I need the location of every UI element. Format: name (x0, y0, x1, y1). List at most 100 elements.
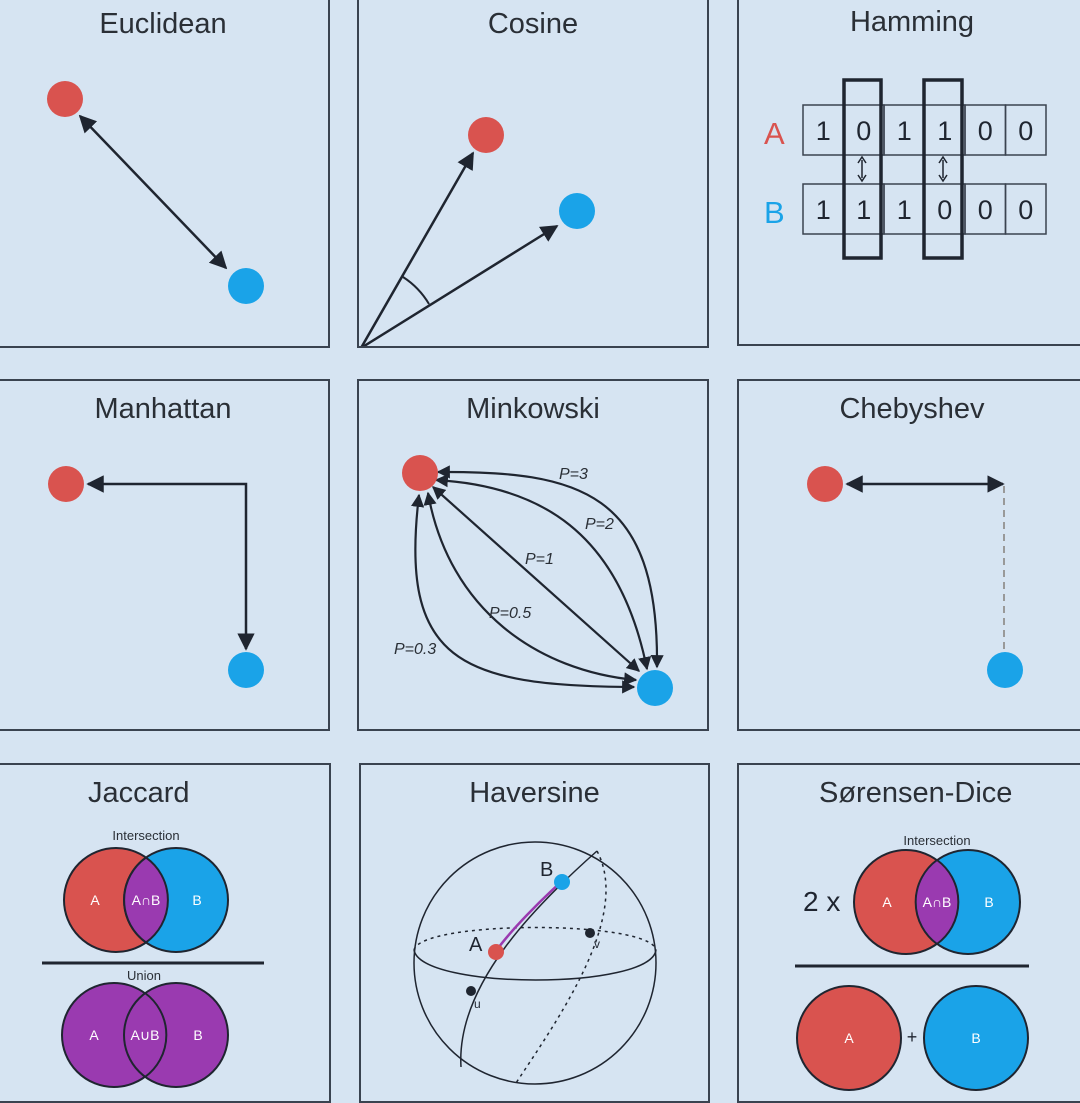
point-a-red (488, 944, 504, 960)
vector-b-arrow (361, 224, 559, 346)
bit-b-bit: 0 (1018, 195, 1033, 225)
point-a-red (47, 81, 83, 117)
bit-b-bit: 0 (937, 195, 952, 225)
label-p03: P=0.3 (394, 641, 436, 658)
point-b-blue (637, 670, 673, 706)
panel-title-minkowski: Minkowski (466, 393, 600, 425)
intersection-label: Intersection (903, 833, 970, 848)
label-p3: P=3 (559, 466, 588, 483)
label-p2: P=2 (585, 516, 614, 533)
bit-b-cell (1004, 183, 1047, 235)
panel-title-sorensen-dice: Sørensen-Dice (819, 777, 1013, 809)
union-a-label: A (89, 1027, 99, 1043)
set-b-label: B (192, 892, 201, 908)
bit-a-bit: 1 (897, 116, 912, 146)
bit-a-bit: 0 (978, 116, 993, 146)
bit-b-bit: 1 (816, 195, 831, 225)
intersection-symbol: A∩B (923, 894, 952, 910)
point-b-blue (228, 268, 264, 304)
curve-p1 (432, 486, 640, 672)
diff-arrow-2 (938, 155, 948, 183)
multiplier-label: 2 x (803, 886, 840, 917)
point-b-blue (228, 652, 264, 688)
label-p05: P=0.5 (489, 605, 531, 622)
bit-a-cell (1004, 104, 1047, 156)
union-b-label: B (193, 1027, 202, 1043)
point-b-blue (554, 874, 570, 890)
bit-a-bit: 0 (856, 116, 871, 146)
bit-a-bit: 0 (1018, 116, 1033, 146)
label-p1: P=1 (525, 551, 554, 568)
panel-cosine: Cosine (357, 0, 709, 348)
point-a-red (402, 455, 438, 491)
manhattan-diagram (48, 466, 264, 688)
angle-arc (402, 276, 430, 305)
meridian-front (460, 850, 598, 1068)
panel-title-chebyshev: Chebyshev (839, 393, 985, 425)
point-u (466, 986, 476, 996)
label-point-a: A (469, 934, 483, 956)
manhattan-path-arrow (86, 475, 255, 651)
panel-manhattan: Manhattan (0, 379, 330, 731)
bit-a-bit: 1 (937, 116, 952, 146)
haversine-diagram: A B u v (413, 841, 657, 1085)
bit-b-bit: 1 (856, 195, 871, 225)
diff-arrow-1 (857, 155, 867, 183)
plus-sign: + (907, 1027, 918, 1047)
point-b-blue (987, 652, 1023, 688)
panel-title-euclidean: Euclidean (99, 8, 227, 40)
intersection-symbol: A∩B (132, 892, 161, 908)
label-point-u: u (474, 997, 481, 1011)
euclidean-diagram (47, 81, 264, 304)
diff-highlight-2 (922, 78, 964, 260)
panel-title-hamming: Hamming (849, 6, 975, 38)
vector-a-arrow (360, 151, 475, 346)
equator-front (413, 949, 657, 981)
point-a-red (468, 117, 504, 153)
meridian-back (515, 850, 607, 1084)
label-a: A (764, 116, 785, 151)
chebyshev-diagram (807, 466, 1023, 688)
equator-back (413, 926, 657, 951)
panel-title-manhattan: Manhattan (94, 393, 232, 425)
cosine-diagram (360, 117, 595, 346)
panel-title-jaccard: Jaccard (88, 777, 190, 809)
jaccard-diagram: Intersection A B A∩B Union A B A∪B (42, 828, 264, 1088)
bit-b-bit: 0 (978, 195, 993, 225)
panel-minkowski: Minkowski P=3 P=2 P=1 P=0.5 P=0.3 (357, 379, 709, 731)
panel-sorensen-dice: Sørensen-Dice Intersection 2 x A B A∩B A… (737, 763, 1080, 1103)
union-label: Union (127, 968, 161, 983)
panel-title-cosine: Cosine (487, 8, 579, 40)
point-b-blue (559, 193, 595, 229)
union-symbol: A∪B (131, 1027, 160, 1043)
minkowski-diagram: P=3 P=2 P=1 P=0.5 P=0.3 (394, 455, 673, 706)
euclidean-distance-arrow (78, 114, 228, 270)
set-b-label: B (984, 894, 993, 910)
bit-a-bit: 1 (816, 116, 831, 146)
intersection-region (914, 858, 960, 946)
panel-title-haversine: Haversine (469, 777, 600, 809)
set-a-label: A (882, 894, 892, 910)
set-a-label: A (90, 892, 100, 908)
point-v (585, 928, 595, 938)
point-a-red (807, 466, 843, 502)
point-a-red (48, 466, 84, 502)
curve-p3 (436, 465, 664, 669)
panel-euclidean: Euclidean (0, 0, 330, 348)
sphere-outline (413, 841, 657, 1085)
denominator-a-label: A (844, 1030, 854, 1046)
panel-chebyshev: Chebyshev (737, 379, 1080, 731)
label-point-b: B (540, 859, 553, 881)
panel-jaccard: Jaccard Intersection A B A∩B Union A B A… (0, 763, 331, 1103)
intersection-region (123, 856, 169, 944)
panel-haversine: Haversine A B u v (359, 763, 710, 1103)
great-circle-arc (494, 881, 562, 952)
intersection-label: Intersection (112, 828, 179, 843)
label-point-v: v (594, 937, 600, 951)
diff-highlight-1 (842, 78, 883, 260)
bit-b-bit: 1 (897, 195, 912, 225)
union-overlap-outline (144, 992, 168, 1078)
